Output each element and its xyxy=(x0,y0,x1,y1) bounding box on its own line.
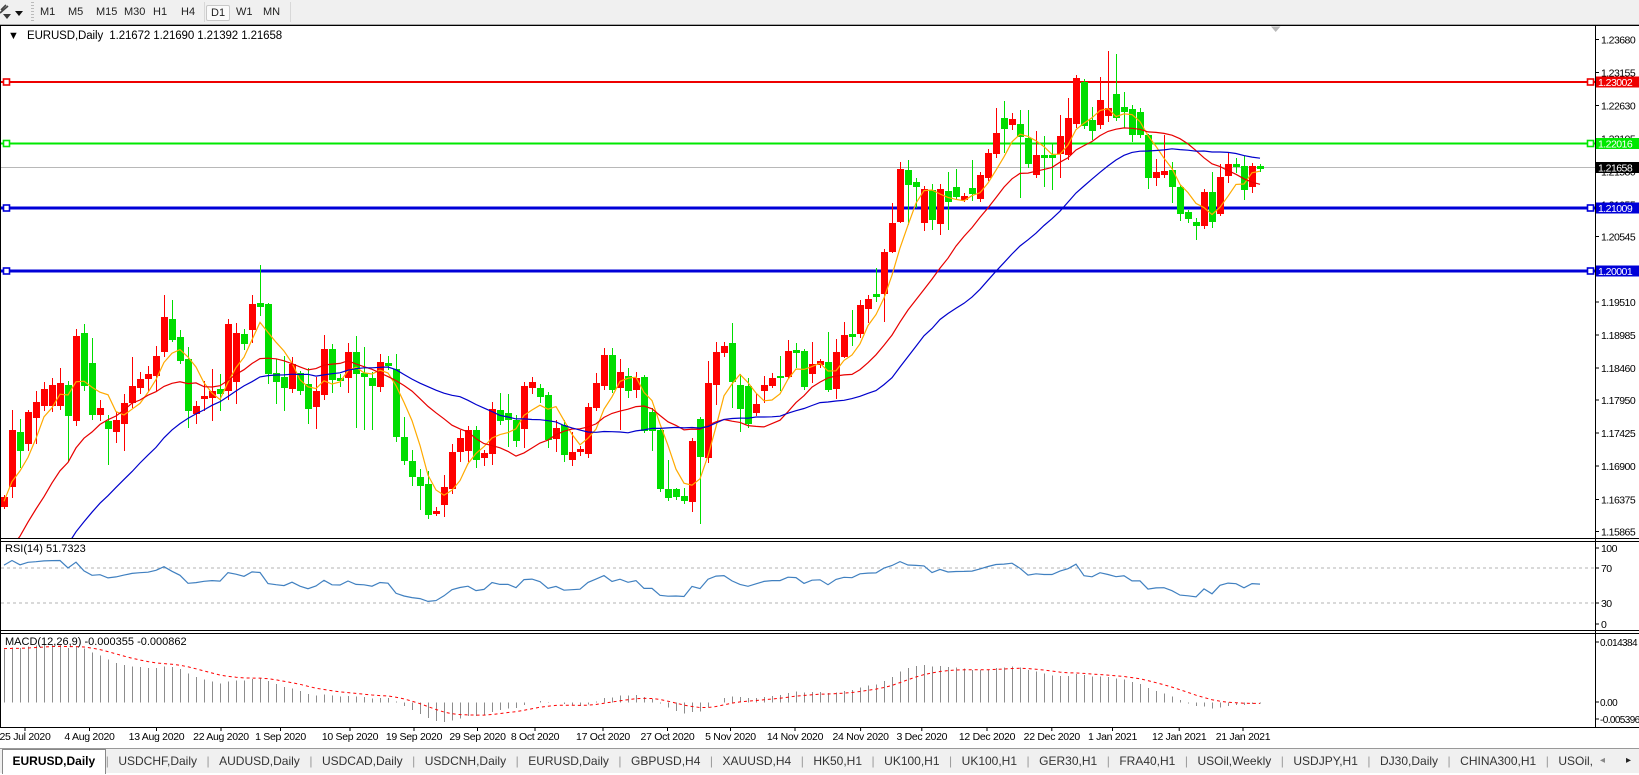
svg-text:22 Aug 2020: 22 Aug 2020 xyxy=(193,731,249,743)
svg-text:1.18460: 1.18460 xyxy=(1601,363,1636,375)
svg-text:12 Dec 2020: 12 Dec 2020 xyxy=(959,731,1016,743)
svg-text:5 Nov 2020: 5 Nov 2020 xyxy=(705,731,756,743)
svg-text:1.21658: 1.21658 xyxy=(1598,163,1633,175)
svg-text:1.17425: 1.17425 xyxy=(1601,428,1636,440)
svg-text:22 Dec 2020: 22 Dec 2020 xyxy=(1024,731,1081,743)
svg-text:1.22016: 1.22016 xyxy=(1598,139,1633,151)
svg-text:8 Oct 2020: 8 Oct 2020 xyxy=(511,731,560,743)
svg-text:21 Jan 2021: 21 Jan 2021 xyxy=(1216,731,1271,743)
svg-text:14 Nov 2020: 14 Nov 2020 xyxy=(767,731,824,743)
svg-text:25 Jul 2020: 25 Jul 2020 xyxy=(0,731,51,743)
svg-text:17 Oct 2020: 17 Oct 2020 xyxy=(576,731,630,743)
svg-text:1.16900: 1.16900 xyxy=(1601,461,1636,473)
svg-text:1.19510: 1.19510 xyxy=(1601,297,1636,309)
svg-text:1.21009: 1.21009 xyxy=(1598,203,1633,215)
svg-text:24 Nov 2020: 24 Nov 2020 xyxy=(832,731,889,743)
svg-text:30: 30 xyxy=(1601,598,1612,610)
svg-text:1.23680: 1.23680 xyxy=(1601,34,1636,46)
svg-text:1.20545: 1.20545 xyxy=(1601,232,1636,244)
svg-text:1.23155: 1.23155 xyxy=(1601,67,1636,79)
svg-text:1 Sep 2020: 1 Sep 2020 xyxy=(255,731,306,743)
svg-text:MACD(12,26,9) -0.000355 -0.000: MACD(12,26,9) -0.000355 -0.000862 xyxy=(5,636,187,648)
svg-text:19 Sep 2020: 19 Sep 2020 xyxy=(386,731,443,743)
svg-text:10 Sep 2020: 10 Sep 2020 xyxy=(322,731,379,743)
svg-text:13 Aug 2020: 13 Aug 2020 xyxy=(129,731,185,743)
svg-text:70: 70 xyxy=(1601,563,1612,575)
svg-text:1.16375: 1.16375 xyxy=(1601,494,1636,506)
svg-text:0.014384: 0.014384 xyxy=(1600,638,1638,649)
svg-text:▼: ▼ xyxy=(8,30,19,42)
svg-text:100: 100 xyxy=(1601,543,1618,555)
svg-text:-0.005396: -0.005396 xyxy=(1600,715,1639,726)
svg-text:0.00: 0.00 xyxy=(1600,698,1618,709)
svg-text:1 Jan 2021: 1 Jan 2021 xyxy=(1088,731,1137,743)
svg-text:1.17950: 1.17950 xyxy=(1601,395,1636,407)
svg-text:29 Sep 2020: 29 Sep 2020 xyxy=(449,731,506,743)
svg-text:1.20001: 1.20001 xyxy=(1598,266,1633,278)
svg-text:12 Jan 2021: 12 Jan 2021 xyxy=(1152,731,1207,743)
svg-text:RSI(14) 51.7323: RSI(14) 51.7323 xyxy=(5,543,86,555)
svg-text:27 Oct 2020: 27 Oct 2020 xyxy=(641,731,695,743)
svg-text:3 Dec 2020: 3 Dec 2020 xyxy=(896,731,947,743)
svg-text:1.15865: 1.15865 xyxy=(1601,526,1636,538)
svg-text:4 Aug 2020: 4 Aug 2020 xyxy=(64,731,115,743)
svg-text:0: 0 xyxy=(1601,619,1607,631)
svg-text:EURUSD,Daily 1.21672 1.21690: EURUSD,Daily 1.21672 1.21690 1.21392 1.2… xyxy=(27,30,282,42)
svg-text:1.18985: 1.18985 xyxy=(1601,330,1636,342)
svg-text:1.23002: 1.23002 xyxy=(1598,77,1633,89)
svg-text:1.22630: 1.22630 xyxy=(1601,101,1636,113)
